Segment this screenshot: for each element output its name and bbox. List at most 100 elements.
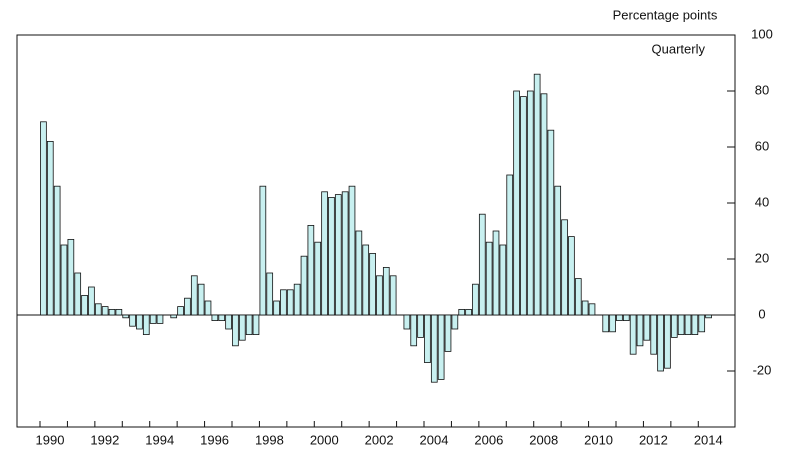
bar bbox=[88, 286, 95, 316]
x-tick-label: 2012 bbox=[639, 432, 668, 447]
bar bbox=[609, 314, 616, 333]
y-tick-label: 100 bbox=[751, 26, 773, 41]
bar bbox=[293, 283, 301, 316]
bar bbox=[698, 314, 706, 333]
bar bbox=[355, 230, 363, 316]
annotation: Quarterly bbox=[652, 41, 706, 56]
bar bbox=[458, 308, 466, 316]
bar bbox=[177, 306, 184, 316]
bar bbox=[60, 244, 68, 316]
bar bbox=[238, 314, 246, 341]
y-tick-label: 0 bbox=[758, 306, 765, 321]
bar bbox=[670, 314, 678, 338]
bar bbox=[389, 275, 397, 316]
x-tick-label: 2008 bbox=[529, 432, 558, 447]
bar bbox=[574, 278, 582, 316]
bar bbox=[46, 140, 54, 316]
bar bbox=[616, 314, 623, 321]
plot-frame bbox=[16, 34, 736, 428]
bar bbox=[328, 196, 335, 316]
bar bbox=[129, 314, 136, 327]
bar bbox=[499, 244, 507, 316]
bar bbox=[533, 73, 541, 316]
bar bbox=[636, 314, 644, 347]
x-tick-label: 1990 bbox=[36, 432, 65, 447]
bar bbox=[485, 241, 493, 316]
bar bbox=[602, 314, 610, 333]
bar bbox=[629, 314, 637, 355]
bar bbox=[74, 272, 82, 316]
bar bbox=[705, 314, 712, 319]
y-axis-label: Percentage points bbox=[613, 7, 718, 22]
x-tick-label: 2004 bbox=[420, 432, 449, 447]
x-tick-label: 1996 bbox=[200, 432, 229, 447]
bar bbox=[444, 314, 452, 352]
bar bbox=[348, 185, 356, 316]
bar bbox=[190, 275, 198, 316]
bar bbox=[280, 289, 287, 316]
x-tick-label: 2010 bbox=[584, 432, 613, 447]
bar bbox=[122, 314, 130, 319]
bar bbox=[657, 314, 664, 372]
bar bbox=[94, 303, 102, 316]
bar bbox=[472, 283, 479, 316]
bar bbox=[554, 185, 562, 316]
bar bbox=[526, 90, 534, 316]
bar bbox=[142, 314, 150, 336]
bar bbox=[286, 289, 294, 316]
bar bbox=[369, 252, 376, 316]
bar bbox=[506, 174, 514, 316]
bar bbox=[40, 121, 47, 316]
bar bbox=[259, 185, 267, 316]
bar bbox=[478, 213, 486, 316]
bar bbox=[492, 230, 500, 316]
bar bbox=[417, 314, 424, 338]
bar bbox=[300, 255, 308, 316]
bar bbox=[664, 314, 671, 369]
bar bbox=[184, 297, 191, 316]
bar bbox=[403, 314, 411, 330]
bar bbox=[643, 314, 651, 341]
x-tick-label: 2014 bbox=[694, 432, 723, 447]
bar bbox=[540, 93, 548, 316]
bar bbox=[115, 308, 123, 316]
bar bbox=[341, 191, 349, 316]
bar bbox=[650, 314, 658, 355]
bar bbox=[588, 303, 596, 316]
x-tick-label: 2006 bbox=[474, 432, 503, 447]
bar bbox=[232, 314, 239, 347]
bar bbox=[81, 294, 88, 316]
bar bbox=[430, 314, 438, 383]
bar bbox=[245, 314, 253, 336]
bar bbox=[622, 314, 630, 321]
x-tick-label: 2000 bbox=[310, 432, 339, 447]
bar bbox=[513, 90, 520, 316]
y-tick-label: 80 bbox=[755, 82, 769, 97]
x-tick-label: 2002 bbox=[365, 432, 394, 447]
bar bbox=[684, 314, 692, 336]
bar bbox=[156, 314, 164, 324]
bar bbox=[149, 314, 157, 324]
bar bbox=[321, 191, 328, 316]
bar bbox=[225, 314, 232, 330]
bar bbox=[382, 266, 390, 316]
bar bbox=[424, 314, 431, 363]
bar bbox=[451, 314, 459, 330]
y-tick-label: 20 bbox=[755, 250, 769, 265]
bar bbox=[307, 224, 315, 316]
x-tick-label: 1998 bbox=[255, 432, 284, 447]
y-tick-label: 60 bbox=[755, 138, 769, 153]
bar bbox=[266, 272, 274, 316]
y-tick-label: -20 bbox=[753, 362, 772, 377]
bar bbox=[197, 283, 205, 316]
bar bbox=[362, 244, 370, 316]
bar bbox=[547, 129, 555, 316]
bar bbox=[67, 238, 75, 316]
bar bbox=[204, 300, 212, 316]
bar bbox=[520, 96, 527, 316]
bar bbox=[677, 314, 685, 336]
bar bbox=[465, 308, 472, 316]
bar bbox=[437, 314, 445, 380]
